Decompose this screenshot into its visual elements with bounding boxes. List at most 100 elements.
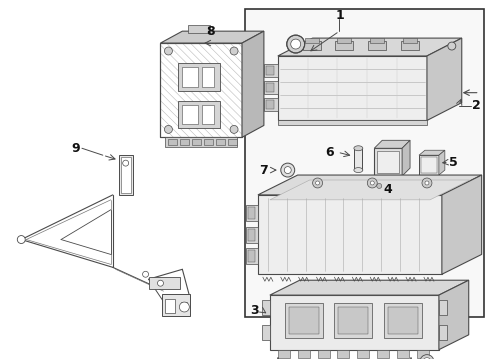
Bar (121, 157, 130, 193)
Ellipse shape (353, 168, 362, 172)
Text: 8: 8 (205, 24, 214, 38)
Bar (247, 229, 254, 240)
Circle shape (286, 35, 304, 53)
Circle shape (179, 302, 189, 312)
Bar (160, 43, 242, 137)
Circle shape (312, 178, 322, 188)
Bar (202, 105, 214, 125)
Bar (402, 38, 416, 43)
Bar (178, 63, 220, 91)
Circle shape (447, 42, 455, 50)
Bar (387, 307, 417, 334)
Polygon shape (277, 38, 461, 56)
Bar (338, 307, 367, 334)
Circle shape (280, 163, 294, 177)
Text: 2: 2 (471, 99, 480, 112)
Bar (288, 307, 318, 334)
Bar (400, 41, 418, 50)
Text: 9: 9 (72, 142, 80, 155)
Polygon shape (277, 56, 426, 121)
Polygon shape (242, 31, 264, 137)
Bar (178, 100, 220, 129)
Bar (418, 155, 438, 175)
Bar (202, 67, 214, 87)
Bar (265, 100, 273, 109)
Bar (367, 41, 386, 50)
Bar (337, 38, 351, 43)
Bar (376, 350, 388, 357)
Text: 5: 5 (448, 156, 457, 168)
Polygon shape (426, 38, 461, 121)
Text: 1: 1 (334, 9, 343, 22)
Bar (244, 9, 483, 317)
Bar (182, 105, 198, 125)
Polygon shape (418, 150, 444, 155)
Circle shape (424, 181, 428, 185)
Polygon shape (269, 180, 469, 200)
Bar (227, 139, 237, 145)
Bar (165, 299, 175, 313)
Text: 7: 7 (259, 163, 268, 176)
Polygon shape (269, 280, 468, 295)
Bar (304, 38, 318, 43)
Bar (384, 303, 421, 338)
Circle shape (230, 47, 238, 55)
Bar (265, 66, 273, 75)
Polygon shape (245, 227, 257, 243)
Circle shape (17, 235, 25, 243)
Bar (391, 176, 396, 188)
Polygon shape (257, 175, 481, 195)
Polygon shape (373, 140, 409, 148)
Ellipse shape (353, 146, 362, 151)
Bar (373, 148, 401, 176)
Bar (168, 139, 177, 145)
Bar (384, 176, 388, 188)
Bar (369, 38, 384, 43)
Polygon shape (269, 295, 438, 350)
Bar (119, 155, 132, 195)
Bar (247, 251, 254, 262)
Polygon shape (245, 205, 257, 221)
Bar (160, 43, 242, 137)
Bar (357, 350, 368, 357)
Circle shape (419, 355, 433, 360)
Circle shape (290, 39, 300, 49)
Polygon shape (438, 150, 444, 175)
Text: 4: 4 (383, 184, 392, 197)
Bar (334, 303, 371, 338)
Bar (265, 83, 273, 92)
Polygon shape (401, 140, 409, 176)
Bar (277, 350, 289, 357)
Polygon shape (245, 248, 257, 264)
Polygon shape (264, 64, 277, 77)
Polygon shape (441, 175, 481, 274)
Bar (180, 139, 189, 145)
Circle shape (376, 184, 381, 188)
Circle shape (164, 125, 172, 133)
Bar (302, 41, 320, 50)
Circle shape (122, 160, 128, 166)
Bar (188, 25, 210, 33)
Bar (216, 139, 224, 145)
Polygon shape (257, 195, 441, 274)
Bar (165, 137, 237, 147)
Bar (416, 350, 428, 357)
Bar (277, 121, 426, 125)
Bar (182, 67, 198, 87)
Text: 6: 6 (325, 146, 333, 159)
Polygon shape (264, 81, 277, 94)
Bar (262, 300, 269, 315)
Bar (438, 300, 446, 315)
Circle shape (422, 357, 430, 360)
Circle shape (284, 167, 291, 174)
Bar (162, 294, 190, 316)
Bar (420, 157, 436, 173)
Polygon shape (264, 98, 277, 111)
Bar (247, 207, 254, 219)
Bar (376, 151, 398, 173)
Circle shape (366, 178, 376, 188)
Circle shape (142, 271, 148, 277)
Circle shape (230, 125, 238, 133)
Circle shape (315, 181, 319, 185)
Bar (262, 325, 269, 340)
